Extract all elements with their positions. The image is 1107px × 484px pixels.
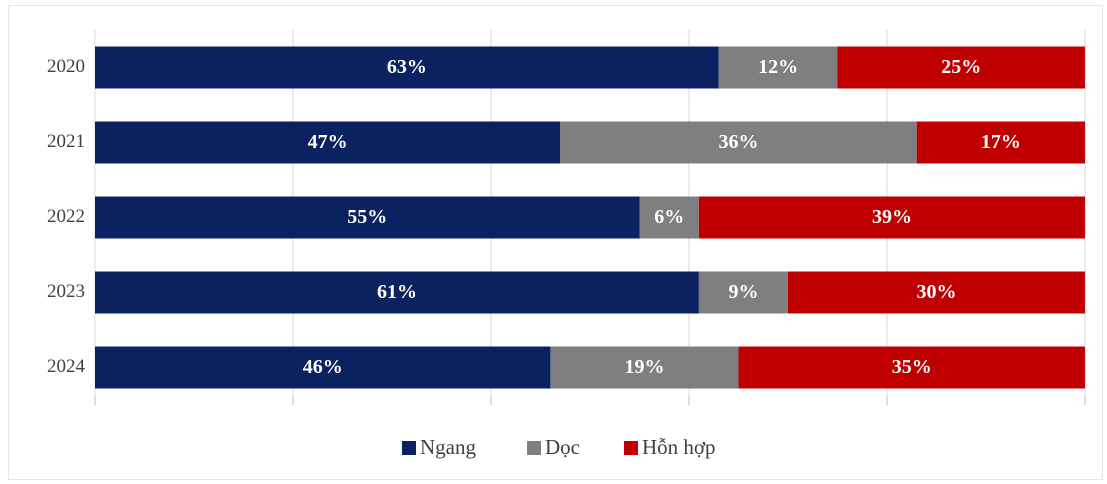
bar-segment (95, 121, 561, 164)
y-tick-label: 2022 (47, 206, 85, 227)
data-label: 9% (728, 281, 758, 303)
legend-label: Ngang (420, 435, 476, 459)
data-label: 55% (347, 206, 387, 228)
legend-swatch (402, 441, 416, 455)
data-label: 12% (758, 56, 798, 78)
bar-segment (718, 46, 838, 89)
data-label: 47% (308, 131, 348, 153)
data-label: 63% (387, 56, 427, 78)
chart-border (8, 5, 1103, 480)
bar-segment (550, 346, 739, 389)
data-label: 35% (892, 356, 932, 378)
bar-segment (698, 196, 1085, 239)
legend-swatch (527, 441, 541, 455)
data-label: 30% (917, 281, 957, 303)
bar-segment (95, 271, 699, 314)
y-tick-label: 2021 (47, 131, 85, 152)
bar-segment (788, 271, 1085, 314)
legend-label: Hỗn hợp (642, 435, 716, 459)
bar-segment (837, 46, 1085, 89)
legend-label: Dọc (545, 435, 580, 459)
bar-segment (95, 46, 719, 89)
bar-segment (95, 196, 640, 239)
data-label: 46% (303, 356, 343, 378)
data-label: 61% (377, 281, 417, 303)
y-tick-label: 2020 (47, 56, 85, 77)
bar-segment (738, 346, 1085, 389)
data-label: 17% (981, 131, 1021, 153)
bar-segment (95, 346, 551, 389)
data-label: 19% (624, 356, 664, 378)
data-label: 39% (872, 206, 912, 228)
data-label: 25% (941, 56, 981, 78)
data-label: 36% (719, 131, 759, 153)
bar-segment (698, 271, 788, 314)
data-label: 6% (654, 206, 684, 228)
bar-segment (560, 121, 917, 164)
bar-segment (916, 121, 1085, 164)
bar-segment (639, 196, 699, 239)
y-tick-label: 2024 (47, 356, 86, 377)
y-tick-label: 2023 (47, 281, 85, 302)
legend-swatch (624, 441, 638, 455)
